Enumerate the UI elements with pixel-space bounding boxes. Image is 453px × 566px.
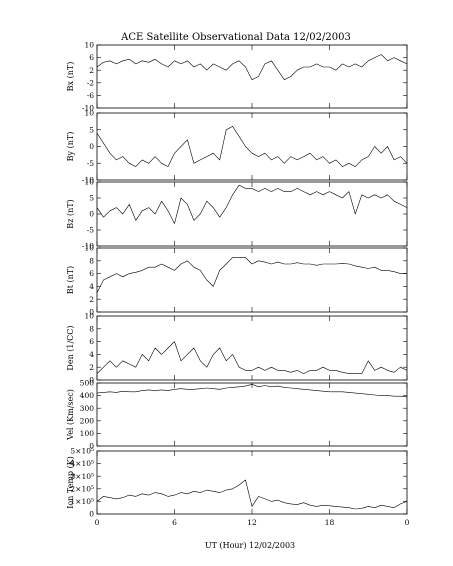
x-tick-label: 12 [247, 518, 257, 527]
y-tick-label: 100 [80, 429, 95, 438]
y-tick-label: 8 [89, 324, 94, 333]
y-tick-label: -10 [82, 242, 94, 251]
y-tick-label: 4 [89, 282, 94, 291]
series-line [96, 126, 408, 167]
series-line [96, 257, 407, 293]
y-tick-label: 10 [84, 312, 94, 321]
x-tick-label: 0 [405, 518, 410, 527]
panel-frame [96, 112, 408, 181]
y-tick-label: -5 [87, 159, 95, 168]
y-tick-label: 5×10⁵ [70, 447, 94, 456]
panel-2: 10 5 0 -5 -10 Bz (nT) [66, 178, 408, 251]
y-tick-label: 0 [89, 308, 94, 317]
y-tick-label: 2 [89, 363, 94, 372]
x-axis: 0 6 12 18 0 [95, 518, 410, 527]
y-axis-label: Bz (nT) [66, 199, 75, 228]
y-axis-label: Vel (Km/sec) [66, 389, 75, 441]
y-tick-label: 6 [89, 269, 94, 278]
chart-title: ACE Satellite Observational Data 12/02/2… [120, 32, 351, 43]
y-tick-label: 10 [84, 41, 94, 50]
y-tick-label: 0 [89, 442, 94, 451]
x-tick-label: 6 [172, 518, 177, 527]
y-tick-label: 0 [89, 510, 94, 519]
y-tick-label: 1×10⁵ [70, 497, 94, 506]
y-tick-label: 2×10⁵ [70, 484, 94, 493]
panel-3: 10 8 6 4 2 0 Bt (nT) [66, 244, 408, 317]
y-tick-label: 6 [89, 337, 94, 346]
y-tick-label: 4 [89, 350, 94, 359]
y-tick-label: 0 [89, 376, 94, 385]
panels-group: 10 6 2 -2 -6 -10 Bx (nT) 10 5 0 -5 -10 By (nT) 10 5 0 -5… [66, 41, 408, 519]
y-tick-label: 4×10⁵ [70, 459, 94, 468]
y-tick-label: -6 [87, 91, 95, 100]
x-tick-label: 18 [325, 518, 335, 527]
panel-frame [96, 382, 408, 447]
y-tick-label: -10 [82, 176, 94, 185]
y-tick-label: 0 [89, 210, 94, 219]
series-line [96, 341, 408, 374]
y-tick-label: 3×10⁵ [70, 472, 94, 481]
y-tick-label: 500 [80, 379, 95, 388]
y-axis-label: By (nT) [66, 132, 75, 162]
y-tick-label: 10 [84, 244, 94, 253]
panel-frame [96, 44, 408, 109]
x-axis-label: UT (Hour) 12/02/2003 [205, 541, 295, 550]
y-tick-label: 2 [89, 295, 94, 304]
panel-frame [96, 181, 408, 247]
series-line [96, 479, 408, 510]
y-axis-label: Ion Temp (K) [66, 456, 75, 509]
series-line [96, 383, 408, 398]
y-tick-label: 10 [84, 178, 94, 187]
y-tick-label: 0 [89, 142, 94, 151]
y-tick-label: 10 [84, 109, 94, 118]
panel-frame [96, 450, 408, 515]
panel-6: 5×10⁵ 4×10⁵ 3×10⁵ 2×10⁵ 1×10⁵ 0 Ion Temp (K) [66, 447, 408, 519]
panel-5: 500 400 300 200 100 0 Vel (Km/sec) [66, 379, 408, 451]
panel-frame [96, 247, 408, 313]
y-tick-label: 400 [80, 391, 95, 400]
panel-0: 10 6 2 -2 -6 -10 Bx (nT) [66, 41, 408, 113]
y-tick-label: 2 [89, 66, 94, 75]
series-line [96, 54, 408, 80]
y-tick-label: 8 [89, 256, 94, 265]
y-axis-label: Den (1/CC) [66, 325, 75, 370]
y-tick-label: -5 [87, 226, 95, 235]
y-axis-label: Bt (nT) [66, 266, 75, 294]
y-tick-label: -2 [87, 78, 95, 87]
y-tick-label: 200 [80, 416, 95, 425]
x-tick-label: 0 [95, 518, 100, 527]
y-tick-label: -10 [82, 104, 94, 113]
y-tick-label: 6 [89, 53, 94, 62]
y-tick-label: 5 [89, 125, 94, 134]
series-line [96, 184, 408, 224]
panel-4: 10 8 6 4 2 0 Den (1/CC) [66, 312, 408, 385]
y-axis-label: Bx (nT) [66, 62, 75, 92]
y-tick-label: 300 [80, 404, 95, 413]
y-tick-label: 5 [89, 194, 94, 203]
panel-1: 10 5 0 -5 -10 By (nT) [66, 109, 408, 185]
